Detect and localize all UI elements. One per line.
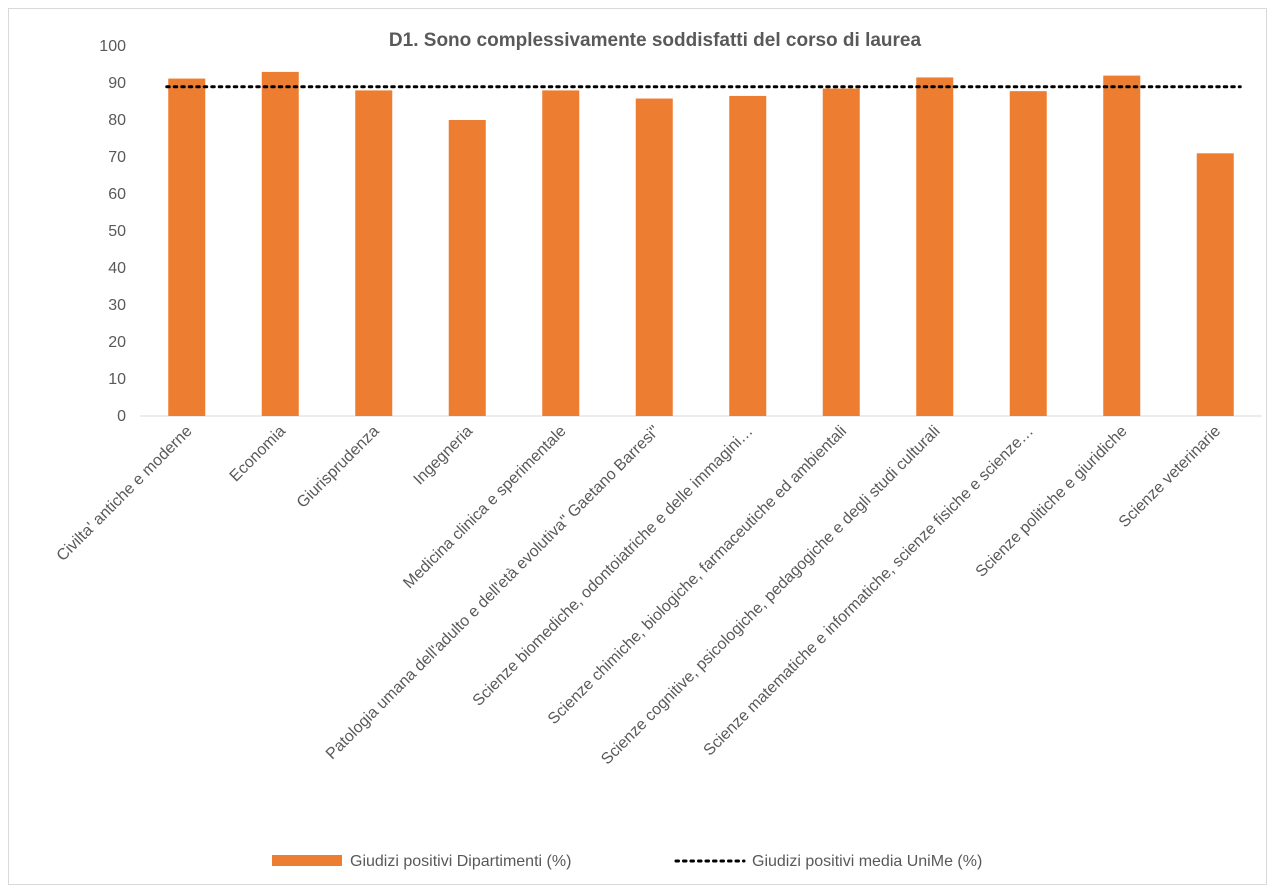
legend-label-average: Giudizi positivi media UniMe (%): [752, 853, 982, 870]
y-tick-label: 10: [108, 371, 126, 388]
bar: [261, 71, 299, 417]
x-tick-label: Medicina clinica e sperimentale: [400, 423, 569, 592]
x-tick-label: Economia: [227, 423, 289, 485]
x-tick-label: Civilta' antiche e moderne: [54, 423, 196, 565]
x-tick-label: Scienze cognitive, psicologiche, pedagog…: [598, 423, 943, 768]
y-tick-label: 0: [117, 408, 126, 425]
bar: [916, 77, 954, 416]
x-tick-label: Giurisprudenza: [294, 423, 383, 512]
bar-series: [168, 71, 1234, 417]
y-tick-label: 20: [108, 334, 126, 351]
x-tick-label: Scienze matematiche e informatiche, scie…: [701, 423, 1037, 759]
bar: [729, 95, 767, 416]
legend: Giudizi positivi Dipartimenti (%) Giudiz…: [272, 853, 982, 870]
legend-swatch-bars: [272, 855, 342, 866]
bar: [168, 78, 206, 416]
bar: [355, 90, 393, 417]
bar: [822, 88, 860, 417]
y-tick-label: 60: [108, 186, 126, 203]
x-tick-label: Scienze veterinarie: [1116, 423, 1224, 531]
y-tick-label: 40: [108, 260, 126, 277]
y-axis: 0 10 20 30 40 50 60 70 80 90 100: [99, 38, 126, 425]
y-tick-label: 70: [108, 149, 126, 166]
y-tick-label: 90: [108, 75, 126, 92]
legend-label-bars: Giudizi positivi Dipartimenti (%): [350, 853, 571, 870]
bar: [542, 90, 580, 417]
bar: [448, 120, 486, 416]
bar: [1196, 153, 1234, 417]
bar: [1103, 75, 1141, 416]
bar: [1009, 91, 1047, 416]
x-tick-label: Patologia umana dell'adulto e dell'età e…: [323, 423, 663, 763]
chart-title: D1. Sono complessivamente soddisfatti de…: [389, 30, 922, 51]
bar: [635, 98, 673, 416]
y-tick-label: 30: [108, 297, 126, 314]
y-tick-label: 100: [99, 38, 126, 55]
x-tick-label: Ingegneria: [411, 423, 477, 489]
y-tick-label: 50: [108, 223, 126, 240]
x-tick-label: Scienze politiche e giuridiche: [973, 423, 1131, 581]
y-tick-label: 80: [108, 112, 126, 129]
x-axis: Civilta' antiche e moderne Economia Giuris…: [54, 423, 1224, 768]
